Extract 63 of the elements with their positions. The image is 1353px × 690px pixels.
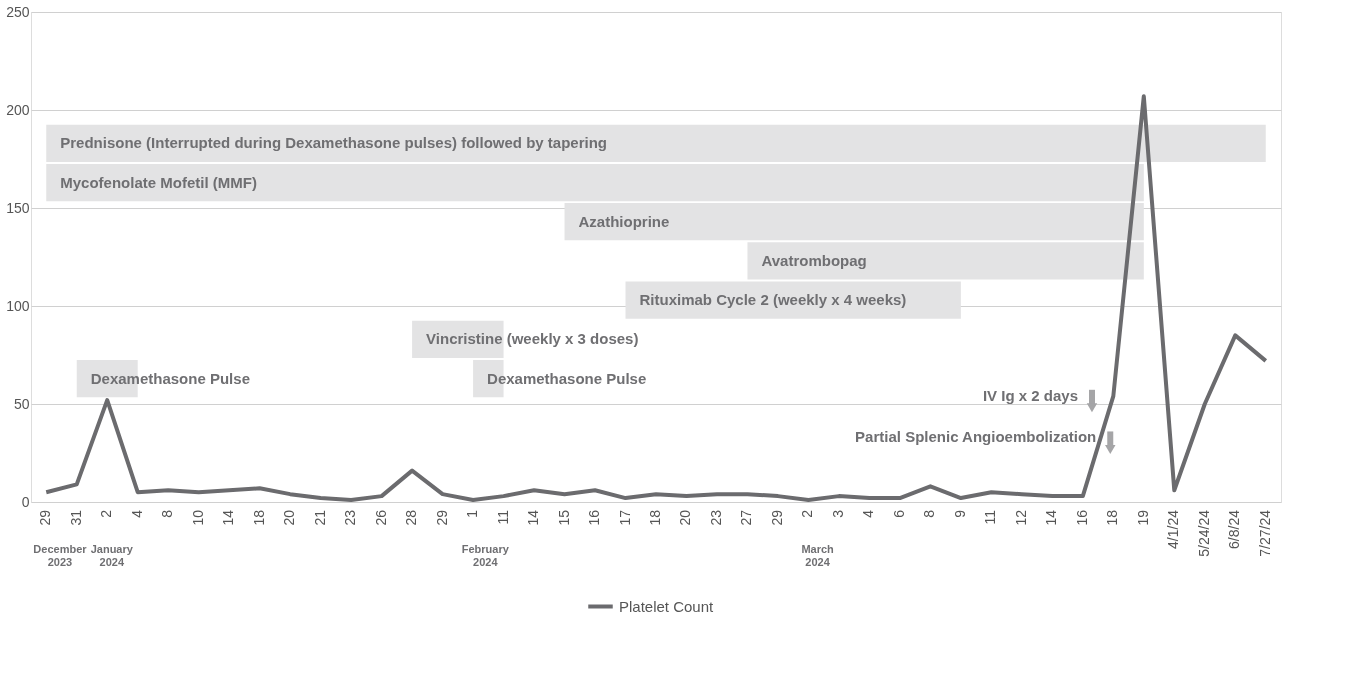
x-tick-label: 6 [890,509,907,518]
x-tick-label: 14 [1043,509,1060,526]
x-tick-label: 29 [768,509,785,526]
band-label: Avatrombopag [761,251,867,269]
annotation: Partial Splenic Angioembolization [855,428,1097,446]
x-tick-label: 16 [586,509,603,526]
y-tick-label: 100 [6,297,30,314]
x-tick-label: 9 [951,509,968,518]
y-tick-label: 50 [13,395,30,412]
band-label: Dexamethasone Pulse [487,369,647,387]
annotation: IV Ig x 2 days [982,386,1078,404]
x-tick-label: 29 [37,509,54,526]
x-tick-label: 11 [494,509,511,525]
y-tick-label: 0 [21,493,30,510]
text: February 2024 [461,543,510,568]
y-tick-label: 200 [6,101,30,118]
x-tick-label: 23 [707,509,724,526]
text: March 2024 [801,543,835,568]
x-tick-label: 16 [1073,509,1090,526]
x-tick-label: 26 [372,509,389,526]
x-tick-label: 20 [677,509,694,526]
x-tick-label: 12 [1012,509,1029,526]
x-tick-label: 4 [128,509,145,518]
x-tick-label: 18 [1104,509,1121,526]
x-tick-label: 4 [860,509,877,518]
band-label: Dexamethasone Pulse [90,369,250,387]
y-tick-label: 250 [6,3,30,20]
band-label: Vincristine (weekly x 3 doses) [426,330,639,348]
x-tick-label: 10 [189,509,206,526]
band-label: Prednisone (Interrupted during Dexamethasone pulses) followed by tapering [60,134,607,152]
x-tick-label: 15 [555,509,572,526]
x-tick-label: 21 [311,509,328,526]
x-tick-label: 4/1/24 [1165,509,1182,549]
x-tick-label: 8 [159,509,176,518]
x-tick-label: 5/24/24 [1195,509,1212,557]
x-tick-label: 8 [921,509,938,518]
x-tick-label: 28 [403,509,420,526]
x-tick-label: 18 [647,509,663,526]
x-tick-label: 19 [1134,509,1151,526]
x-tick-label: 18 [250,509,267,526]
text: December 2023 [33,543,88,568]
y-tick-label: 150 [6,199,30,216]
band-label: Azathioprine [578,212,670,230]
line-series [44,94,1268,503]
band-label: Mycofenolate Mofetil (MMF) [60,173,257,191]
x-tick-label: 17 [616,509,633,526]
x-tick-label: 14 [525,509,542,526]
x-tick-label: 6/8/24 [1226,509,1243,549]
x-tick-label: 23 [342,509,359,526]
x-tick-label: 31 [67,509,84,526]
x-tick-label: 27 [738,509,755,526]
x-tick-label: 3 [829,509,846,518]
x-tick-label: 20 [281,509,298,526]
x-tick-label: 2 [799,509,816,518]
x-tick-label: 1 [464,509,481,518]
x-tick-label: 14 [220,509,237,526]
text: January 2024 [90,543,134,568]
band-label: Rituximab Cycle 2 (weekly x 4 weeks) [639,291,907,309]
legend-label: Platelet Count [619,597,715,615]
x-tick-label: 29 [433,509,450,526]
x-tick-label: 11 [982,509,999,525]
x-tick-label: 7/27/24 [1256,509,1273,557]
x-tick-label: 2 [98,509,115,518]
